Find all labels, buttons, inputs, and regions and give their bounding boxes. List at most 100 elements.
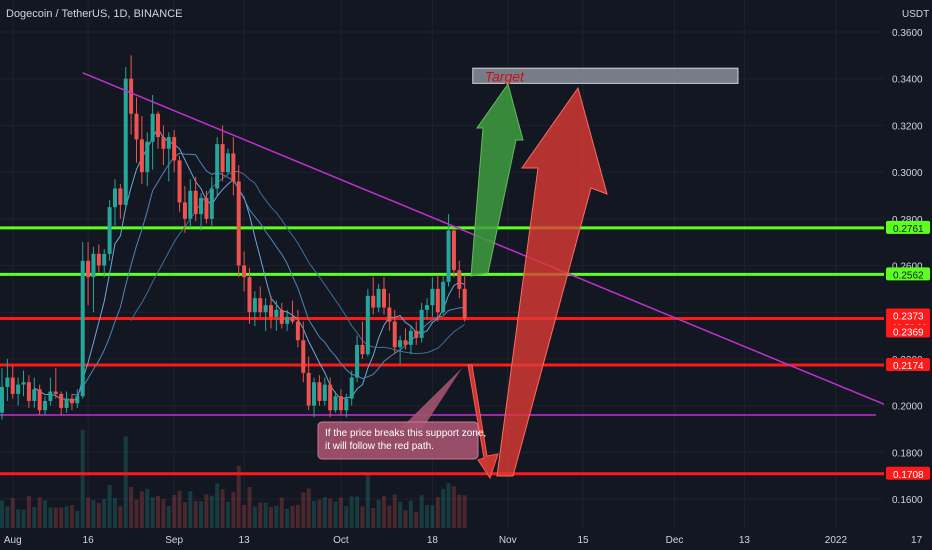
- candle-body: [236, 181, 241, 266]
- volume-bar: [441, 488, 446, 528]
- candle-body: [430, 288, 435, 306]
- volume-bar: [435, 497, 440, 528]
- volume-bar: [32, 507, 37, 528]
- candle-body: [220, 144, 225, 173]
- horizontal-levels[interactable]: [0, 226, 884, 476]
- volume-bar: [263, 502, 268, 528]
- x-tick-label: Sep: [165, 535, 183, 546]
- time-axis[interactable]: Aug 16 Sep 13 Oct 18 Nov 15 Dec 13 2022 17: [0, 528, 932, 550]
- volume-bar: [306, 488, 311, 528]
- x-tick-label: Nov: [499, 535, 517, 546]
- candle-body: [96, 253, 101, 266]
- y-tick-label: 0.3000: [892, 168, 923, 179]
- candle-body: [107, 207, 112, 254]
- price-label-box: [886, 267, 930, 281]
- volume-bar: [69, 505, 74, 528]
- candle-body: [360, 344, 365, 355]
- volume-bar: [188, 491, 193, 528]
- candle-body: [333, 396, 338, 411]
- candle-body: [371, 295, 376, 308]
- candle-body: [102, 253, 107, 266]
- x-tick-label: 17: [911, 535, 923, 546]
- x-tick-label: 13: [239, 535, 251, 546]
- candle-body: [263, 305, 268, 313]
- candle-body: [145, 141, 150, 173]
- candle-body: [349, 377, 354, 399]
- volume-bar: [451, 486, 456, 528]
- candle-body: [75, 396, 80, 404]
- volume-bar: [242, 505, 247, 528]
- candle-body: [252, 298, 257, 313]
- volume-bar: [322, 497, 327, 528]
- candle-body: [139, 139, 144, 173]
- volume-bar: [80, 429, 85, 528]
- candle-body: [225, 153, 230, 173]
- candle-body: [86, 260, 91, 278]
- volume-bar: [75, 510, 80, 528]
- candle-body: [376, 288, 381, 308]
- red-up-arrow[interactable]: [496, 86, 608, 477]
- volume-bar: [5, 506, 10, 528]
- candle-body: [269, 305, 273, 317]
- candle-body: [414, 330, 419, 338]
- candle-body: [295, 321, 300, 341]
- candle-body: [21, 382, 26, 385]
- volume-bar: [430, 505, 435, 528]
- y-tick-label: 0.3600: [892, 28, 923, 39]
- target-zone-box[interactable]: [472, 67, 739, 84]
- red-down-arrow[interactable]: [467, 364, 499, 480]
- candle-body: [285, 316, 290, 324]
- y-tick-label: 0.3400: [892, 75, 923, 86]
- candle-body: [290, 316, 295, 322]
- moving-average-25: [130, 170, 465, 355]
- volume-bar: [0, 500, 4, 528]
- annotation-note[interactable]: [317, 421, 479, 460]
- volume-bar: [258, 502, 263, 528]
- volume-bar: [59, 507, 64, 528]
- volume-bar: [317, 499, 322, 528]
- candle-body: [177, 160, 182, 203]
- volume-bar: [355, 496, 360, 528]
- volume-bar: [236, 465, 241, 528]
- candle-body: [118, 188, 123, 205]
- volume-bar: [328, 498, 333, 528]
- candle-body: [231, 153, 236, 182]
- volume-bar: [381, 495, 386, 528]
- volume-bar: [48, 507, 53, 528]
- volume-bar: [338, 497, 343, 528]
- volume-bar: [172, 495, 177, 528]
- candle-body: [193, 190, 198, 215]
- volume-bar: [129, 487, 134, 528]
- price-axis[interactable]: USDT 0.3600 0.3400 0.3200 0.3000 0.2800 0.260…: [884, 0, 932, 550]
- green-up-arrow[interactable]: [470, 82, 524, 277]
- candle-body: [59, 393, 64, 408]
- volume-bar: [312, 501, 317, 528]
- candle-body: [172, 137, 177, 161]
- annotation-line-1: If the price breaks this support zone,: [325, 428, 486, 439]
- price-label-box: [886, 357, 930, 371]
- volume-bar: [86, 497, 91, 528]
- candle-body: [457, 270, 462, 289]
- candle-body: [26, 382, 31, 401]
- candle-body: [80, 260, 85, 397]
- price-label: 0.2761: [893, 224, 924, 235]
- annotation-line-2: it will follow the red path.: [325, 441, 434, 452]
- price-label: 0.2373: [893, 312, 924, 323]
- candle-body: [242, 265, 247, 278]
- descending-trendline[interactable]: [82, 72, 932, 427]
- candle-body: [258, 298, 263, 313]
- volume-bar: [21, 509, 26, 528]
- volume-bar: [419, 495, 424, 528]
- volume-bar: [462, 495, 467, 528]
- price-labels: 0.27610.25620.237309:50:300.23690.21740.…: [886, 220, 930, 481]
- price-label-box: [886, 466, 930, 480]
- volume-bar: [376, 499, 381, 528]
- candle-body: [156, 113, 161, 138]
- symbol-title[interactable]: Dogecoin / TetherUS, 1D, BINANCE: [6, 8, 182, 20]
- candles: [0, 55, 467, 420]
- candle-body: [344, 398, 349, 411]
- volume-bar: [182, 502, 187, 528]
- volume-bar: [231, 492, 236, 528]
- price-label: 0.2562: [893, 270, 924, 281]
